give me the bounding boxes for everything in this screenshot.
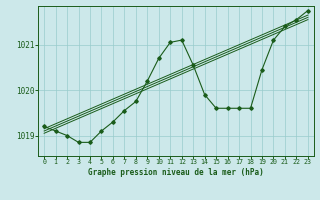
X-axis label: Graphe pression niveau de la mer (hPa): Graphe pression niveau de la mer (hPa) xyxy=(88,168,264,177)
